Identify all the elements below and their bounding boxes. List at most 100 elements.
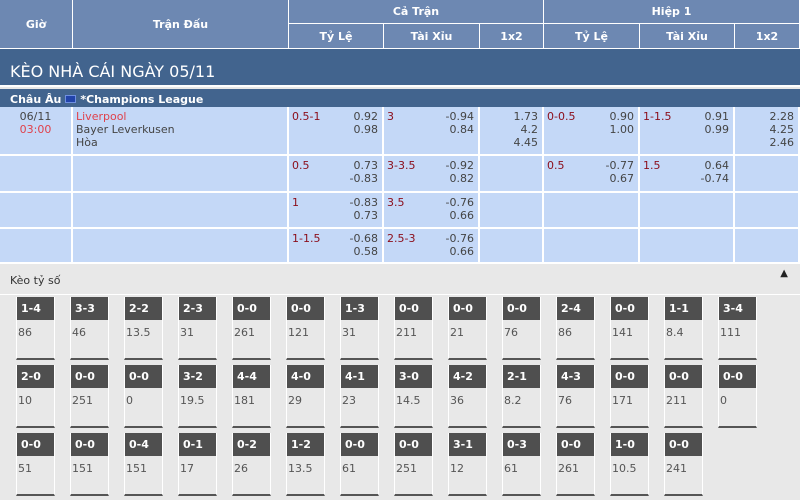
header-ft-ty-le: Tỷ Lệ [289,24,384,49]
score-tile[interactable]: 4-0 29 [286,365,325,428]
odds-cell[interactable] [544,193,640,229]
score-tile[interactable]: 0-0 151 [70,433,109,496]
score-tile[interactable]: 2-4 86 [556,297,595,360]
line-value: 2.5-3 [387,232,416,245]
score-odd: 51 [18,462,32,475]
score-odd: 61 [504,462,518,475]
header-tran-dau: Trận Đấu [73,0,289,49]
odds-values: 0.64 -0.74 [701,159,729,185]
score-tile[interactable]: 4-4 181 [232,365,271,428]
score-tile[interactable]: 3-4 111 [718,297,757,360]
score-tile[interactable]: 0-0 76 [502,297,541,360]
match-time: 03:00 [19,123,52,136]
score-tile[interactable]: 0-1 17 [178,433,217,496]
score-tile[interactable]: 0-4 151 [124,433,163,496]
odd-away: -0.83 [349,172,378,185]
score-label: 0-0 [611,365,648,388]
score-tile[interactable]: 3-1 12 [448,433,487,496]
score-tile[interactable]: 4-2 36 [448,365,487,428]
odds-values: -0.92 0.82 [446,159,474,185]
score-tile[interactable]: 2-1 8.2 [502,365,541,428]
score-tile[interactable]: 0-0 61 [340,433,379,496]
score-tile[interactable]: 0-0 141 [610,297,649,360]
score-tile[interactable]: 0-0 0 [124,365,163,428]
score-tile[interactable]: 1-0 10.5 [610,433,649,496]
score-label: 0-1 [179,433,216,456]
odds-cell[interactable]: 1.5 0.64 -0.74 [640,156,735,193]
score-odd: 86 [18,326,32,339]
score-tile[interactable]: 3-0 14.5 [394,365,433,428]
odds-cell[interactable]: 0.5 -0.77 0.67 [544,156,640,193]
odds-cell[interactable] [640,193,735,229]
odds-cell[interactable]: 1.73 4.2 4.45 [480,107,544,156]
score-tile[interactable]: 3-2 19.5 [178,365,217,428]
odds-values: -0.77 0.67 [606,159,634,185]
odds-cell[interactable] [735,156,800,193]
odds-values: 0.92 0.98 [354,110,379,136]
score-tile[interactable]: 0-0 251 [394,433,433,496]
header-h1-ty-le: Tỷ Lệ [544,24,640,49]
score-tile[interactable]: 0-0 0 [718,365,757,428]
odd-home: -0.76 [445,232,474,245]
odds-cell [0,193,73,229]
score-tile[interactable]: 1-1 8.4 [664,297,703,360]
score-tile[interactable]: 1-2 13.5 [286,433,325,496]
odd-home: -0.77 [605,159,634,172]
score-tile[interactable]: 0-0 211 [664,365,703,428]
score-tile[interactable]: 0-0 241 [664,433,703,496]
correct-score-header[interactable]: Kèo tỷ số [0,264,800,295]
score-tile[interactable]: 3-3 46 [70,297,109,360]
header-ft-1x2: 1x2 [480,24,544,49]
score-label: 3-4 [719,297,756,320]
score-tile[interactable]: 0-0 261 [232,297,271,360]
score-odd: 181 [234,394,255,407]
odds-cell[interactable]: 3 -0.94 0.84 [384,107,480,156]
odds-cell[interactable]: 0.5 0.73 -0.83 [289,156,384,193]
score-odd: 261 [558,462,579,475]
odds-cell[interactable] [480,156,544,193]
score-tile[interactable]: 1-4 86 [16,297,55,360]
odd-home: 0.90 [609,110,635,123]
score-tile[interactable]: 0-3 61 [502,433,541,496]
odds-cell[interactable]: 0-0.5 0.90 1.00 [544,107,640,156]
odd-away: 0.84 [449,123,475,136]
odds-cell[interactable]: 2.28 4.25 2.46 [735,107,800,156]
odds-cell[interactable] [480,193,544,229]
score-tile[interactable]: 2-0 10 [16,365,55,428]
odd-away: -0.74 [700,172,729,185]
score-tile[interactable]: 0-0 121 [286,297,325,360]
odds-cell[interactable] [480,229,544,264]
score-tile[interactable]: 0-0 251 [70,365,109,428]
score-tile[interactable]: 0-2 26 [232,433,271,496]
score-tile[interactable]: 0-0 21 [448,297,487,360]
odds-cell[interactable]: 2.5-3 -0.76 0.66 [384,229,480,264]
odds-cell[interactable] [544,229,640,264]
league-row[interactable]: Châu Âu *Champions League [0,89,800,107]
score-tile[interactable]: 0-0 211 [394,297,433,360]
odds-cell[interactable]: 3-3.5 -0.92 0.82 [384,156,480,193]
score-tile[interactable]: 0-0 171 [610,365,649,428]
odds-cell[interactable] [735,229,800,264]
score-tile[interactable]: 0-0 261 [556,433,595,496]
score-tile[interactable]: 1-3 31 [340,297,379,360]
score-tile[interactable]: 0-0 51 [16,433,55,496]
odds-cell[interactable] [735,193,800,229]
odds-cell[interactable]: 1-1.5 -0.68 0.58 [289,229,384,264]
odds-cell[interactable]: 1 -0.83 0.73 [289,193,384,229]
score-tile[interactable]: 4-3 76 [556,365,595,428]
score-label: 0-0 [503,297,540,320]
odds-cell[interactable]: 3.5 -0.76 0.66 [384,193,480,229]
home-team: Liverpool [76,110,127,123]
score-label: 4-0 [287,365,324,388]
odds-cell[interactable]: 1-1.5 0.91 0.99 [640,107,735,156]
triangle-up-icon[interactable]: ▲ [780,268,788,279]
header-ft-tai-xiu: Tài Xỉu [384,24,480,49]
score-tile[interactable]: 2-3 31 [178,297,217,360]
score-tile[interactable]: 2-2 13.5 [124,297,163,360]
score-tile[interactable]: 4-1 23 [340,365,379,428]
match-date: 06/11 [19,110,52,123]
odds-cell[interactable]: 0.5-1 0.92 0.98 [289,107,384,156]
line-value: 0-0.5 [547,110,576,123]
odds-cell[interactable] [640,229,735,264]
line-value: 0.5 [547,159,565,172]
